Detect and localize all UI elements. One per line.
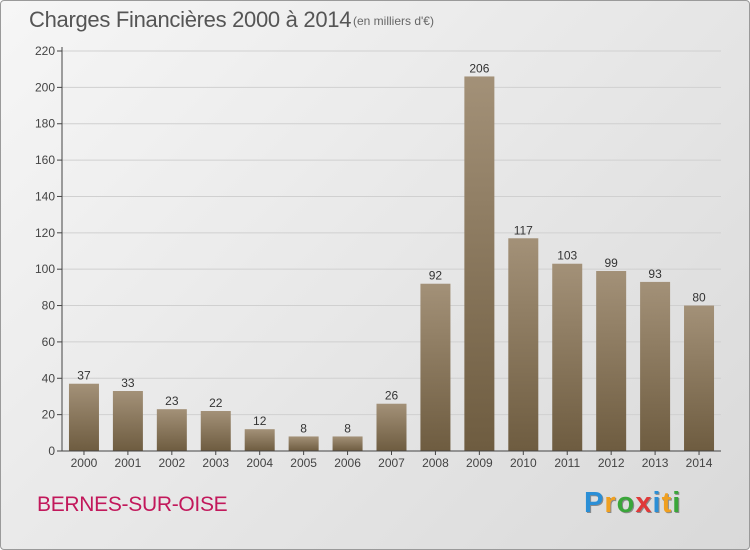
bar-value-label: 37	[77, 369, 91, 383]
labels: 0 20 40 60 80 100 120 140 160 180 200 220 37 2000 33 20…	[35, 44, 713, 470]
chart-subtitle: (en milliers d'€)	[353, 14, 434, 28]
x-tick-label: 2012	[598, 456, 625, 470]
x-tick-label: 2007	[378, 456, 405, 470]
bar-value-label: 103	[557, 249, 577, 263]
axes	[57, 47, 721, 455]
chart-title: Charges Financières 2000 à 2014	[29, 7, 352, 32]
x-tick-label: 2002	[158, 456, 185, 470]
logo-letter: r	[604, 487, 617, 519]
x-tick-label: 2003	[202, 456, 229, 470]
bar-value-label: 22	[209, 396, 223, 410]
y-tick-label: 160	[35, 153, 55, 167]
bar	[420, 283, 451, 451]
proxiti-logo: Proxiti	[584, 487, 681, 520]
bar	[640, 281, 671, 451]
x-tick-label: 2008	[422, 456, 449, 470]
y-tick-label: 120	[35, 226, 55, 240]
y-tick-label: 40	[42, 371, 56, 385]
bar	[244, 429, 275, 451]
logo-letter: P	[584, 487, 605, 519]
x-tick-label: 2010	[510, 456, 537, 470]
x-tick-label: 2005	[290, 456, 317, 470]
bar	[684, 305, 715, 451]
bar	[464, 76, 495, 452]
y-tick-label: 0	[48, 444, 55, 458]
logo-letter: t	[661, 487, 673, 519]
bar-value-label: 117	[514, 223, 533, 237]
bar-value-label: 80	[692, 291, 706, 305]
logo-letter: i	[652, 487, 662, 519]
bar	[288, 436, 319, 451]
bar	[200, 411, 231, 451]
bar	[376, 403, 407, 451]
bar	[112, 391, 143, 451]
bar	[332, 436, 363, 451]
y-tick-label: 200	[35, 80, 55, 94]
logo-letter: i	[672, 487, 682, 519]
x-tick-label: 2014	[686, 456, 713, 470]
bar-value-label: 8	[344, 421, 351, 435]
bars	[68, 76, 715, 452]
x-tick-label: 2011	[554, 456, 580, 470]
x-tick-label: 2001	[115, 456, 142, 470]
bar-value-label: 33	[121, 376, 135, 390]
bar	[68, 383, 99, 451]
y-tick-label: 100	[35, 262, 55, 276]
city-name: BERNES-SUR-OISE	[37, 493, 228, 516]
bar	[552, 263, 583, 451]
bar	[508, 238, 539, 451]
bar-value-label: 26	[385, 389, 399, 403]
x-tick-label: 2004	[246, 456, 273, 470]
bar	[596, 271, 627, 451]
bar-value-label: 8	[300, 421, 307, 435]
bar-value-label: 93	[648, 267, 662, 281]
bar-value-label: 92	[429, 269, 443, 283]
bar-value-label: 12	[253, 414, 267, 428]
bar-value-label: 206	[469, 61, 489, 75]
y-tick-label: 220	[35, 44, 55, 58]
bar-value-label: 23	[165, 394, 179, 408]
x-tick-label: 2013	[642, 456, 669, 470]
x-tick-label: 2009	[466, 456, 493, 470]
bar-value-label: 99	[604, 256, 618, 270]
y-tick-label: 140	[35, 189, 55, 203]
bar	[156, 409, 187, 451]
y-tick-label: 80	[42, 299, 56, 313]
y-tick-label: 60	[42, 335, 56, 349]
x-tick-label: 2000	[71, 456, 98, 470]
x-tick-label: 2006	[334, 456, 361, 470]
logo-letter: x	[635, 487, 653, 519]
y-tick-label: 180	[35, 117, 55, 131]
logo-letter: o	[616, 487, 636, 519]
y-tick-label: 20	[42, 408, 56, 422]
